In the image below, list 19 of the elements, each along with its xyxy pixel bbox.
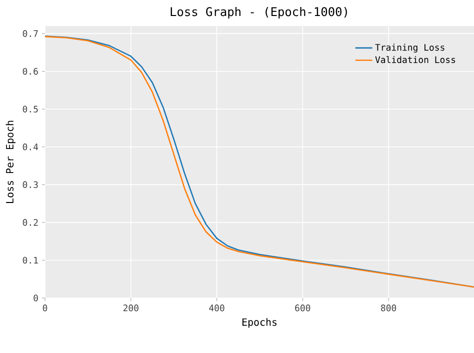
x-tick-label: 400 (209, 304, 224, 312)
y-axis-title: Loss Per Epoch (6, 120, 16, 203)
x-axis-title: Epochs (242, 318, 277, 328)
y-tick-label: 0.4 (22, 144, 38, 150)
y-tick-label: 0.1 (22, 256, 38, 264)
y-tick-label: 0 (34, 294, 38, 302)
y-tick-label: 0.2 (22, 219, 38, 226)
chart-title: Loss Graph - (Epoch-1000) (170, 6, 347, 19)
x-tick-label: 600 (295, 304, 310, 312)
y-tick-label: 0.6 (22, 68, 38, 75)
y-tick-label: 0.3 (22, 181, 38, 188)
x-tick-label: 0 (42, 304, 48, 312)
legend-label: Validation Loss (375, 56, 456, 64)
y-tick-label: 0.5 (22, 106, 38, 113)
x-tick-label: 800 (381, 304, 396, 312)
line-series (45, 36, 474, 288)
legend-label: Training Loss (375, 44, 444, 53)
x-tick-label: 200 (123, 304, 138, 312)
y-tick-label: 0.7 (22, 30, 38, 37)
